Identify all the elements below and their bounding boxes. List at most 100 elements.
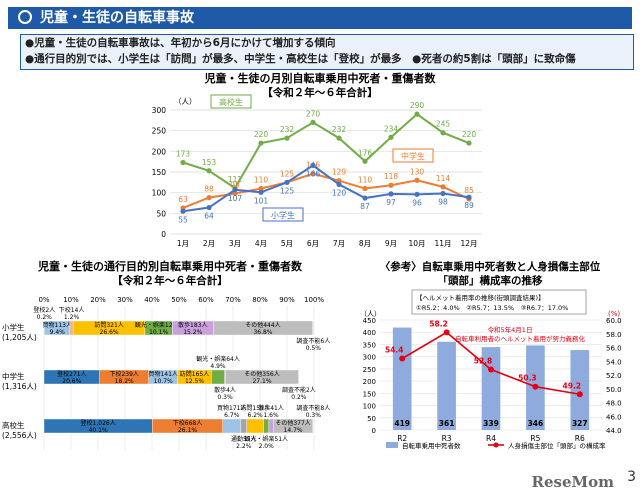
data-point	[414, 177, 420, 183]
segment-label: 訪問165人	[180, 370, 209, 378]
legend-swatch-bar	[386, 442, 398, 448]
y-left-tick-label: 350	[363, 341, 376, 349]
segment-percent: 26.6%	[100, 329, 119, 336]
data-point	[258, 140, 264, 146]
data-point	[440, 190, 446, 197]
segment-percent: 10.1%	[149, 329, 168, 336]
data-label: 173	[176, 149, 191, 158]
segment-percent: 0.2%	[291, 394, 307, 401]
annotation-text: 令和5年4月1日	[488, 325, 533, 334]
x-tick-label: R4	[486, 434, 496, 443]
data-label: 290	[410, 101, 425, 110]
stacked-bar-segment	[268, 418, 274, 434]
head-injury-combo-chart: 〈参考〉自転車乗用中死者数と人身損傷主部位「頭部」構成率の推移【ヘルメット着用率…	[360, 260, 622, 450]
bar-value-label: 346	[528, 419, 544, 428]
data-label: 87	[360, 202, 370, 211]
data-label: 111	[228, 175, 243, 184]
data-label: 118	[384, 172, 399, 181]
data-point	[206, 195, 212, 201]
rate-point	[399, 355, 406, 362]
y-right-tick-label: 44.0	[606, 427, 622, 435]
purpose-stacked-bar-chart: 児童・生徒の通行目的別自転車乗用中死者・重傷者数【令和２年～６年合計】 0% 10%…	[2, 259, 330, 450]
bar-value-label: 361	[439, 419, 455, 428]
x-tick-label: 4月	[255, 239, 267, 248]
data-label: 101	[254, 196, 269, 205]
rate-point	[576, 391, 583, 398]
chart-subtitle: 【令和２年～６年合計】	[262, 86, 378, 99]
stacked-bar-segment	[312, 320, 315, 336]
segment-label: 登校2人	[33, 306, 55, 314]
y-tick-label: 250	[152, 127, 167, 136]
y-left-tick-label: 400	[363, 329, 376, 337]
data-label: 110	[254, 176, 269, 185]
rate-point	[532, 383, 539, 390]
group-label: 高校生	[2, 420, 25, 430]
stacked-bar-segment	[240, 418, 247, 434]
series-line-中学生	[182, 172, 470, 209]
chart-title: 児童・生徒の通行目的別自転車乗用中死者・重傷者数	[37, 259, 303, 273]
y-left-tick-label: 150	[363, 390, 376, 398]
segment-label: 通勤55人	[231, 435, 257, 443]
segment-percent: 14.7%	[284, 427, 303, 434]
summary-line-2: ●通行目的別では、小学生は「訪問」が最多、中学生・高校生は「登校」が最多 ●死者…	[25, 53, 576, 65]
y-right-tick-label: 60.0	[606, 317, 622, 325]
segment-label: 観光・娯楽51人	[244, 435, 288, 443]
x-tick-label: 7月	[333, 239, 345, 248]
x-tick-label: 8月	[359, 239, 371, 248]
data-point	[362, 158, 368, 164]
rate-label: 52.8	[474, 357, 493, 366]
data-label: 232	[332, 125, 347, 134]
data-point	[388, 191, 394, 197]
y-tick-label: 0	[161, 230, 166, 239]
bar-value-label: 327	[572, 419, 588, 428]
series-line-小学生	[182, 164, 470, 213]
segment-label: 下校14人	[59, 306, 85, 314]
data-label: 232	[280, 125, 295, 134]
group-total: (1,205人)	[2, 333, 37, 342]
segment-percent: 6.2%	[248, 412, 264, 419]
data-label: 88	[204, 185, 214, 194]
chart-subtitle: 【令和２年～６年合計】	[112, 274, 228, 287]
bar-value-label: 419	[394, 419, 410, 428]
segment-percent: 15.2%	[183, 329, 202, 336]
segment-percent: 20.6%	[62, 378, 81, 385]
y-right-tick-label: 52.0	[606, 372, 622, 380]
data-point	[362, 195, 368, 201]
segment-label: その他377人	[275, 419, 310, 427]
data-label: 98	[230, 180, 240, 189]
series-label: 小学生	[271, 210, 295, 220]
data-point	[414, 111, 420, 117]
data-point	[232, 190, 238, 197]
x-tick-label: 30%	[117, 296, 133, 304]
series-label-box	[392, 148, 434, 163]
circle-bullet-icon	[18, 10, 32, 24]
x-tick-label: 0%	[38, 296, 49, 304]
data-label: 125	[280, 169, 295, 178]
data-label: 114	[436, 174, 451, 183]
segment-percent: 10.7%	[154, 378, 173, 385]
stacked-bar-segment	[222, 418, 242, 434]
segment-label: 訪問159人	[240, 404, 269, 412]
data-point	[388, 134, 394, 140]
bar	[437, 341, 456, 430]
segment-label: 散歩41人	[258, 404, 284, 412]
bar	[570, 350, 590, 430]
segment-percent: 9.4%	[50, 329, 66, 336]
data-point	[206, 204, 212, 211]
data-label: 220	[254, 130, 269, 139]
y-left-tick-label: 300	[363, 354, 376, 362]
legend-label: 人身損傷主部位「頭部」の構成率	[508, 441, 606, 450]
x-tick-label: 10%	[63, 296, 79, 304]
y-right-tick-label: 58.0	[606, 331, 622, 339]
x-tick-label: 5月	[281, 239, 293, 248]
segment-label: 買物113人	[43, 321, 72, 329]
stacked-bar-segment	[298, 369, 300, 385]
data-label: 55	[178, 215, 188, 224]
segment-label: 調査不能8人	[296, 404, 330, 412]
y-right-tick-label: 46.0	[606, 413, 622, 421]
data-label: 220	[462, 130, 477, 139]
x-tick-label: R5	[530, 434, 540, 443]
segment-percent: 27.1%	[252, 378, 271, 385]
data-point	[388, 182, 394, 188]
data-label: 120	[332, 188, 347, 197]
